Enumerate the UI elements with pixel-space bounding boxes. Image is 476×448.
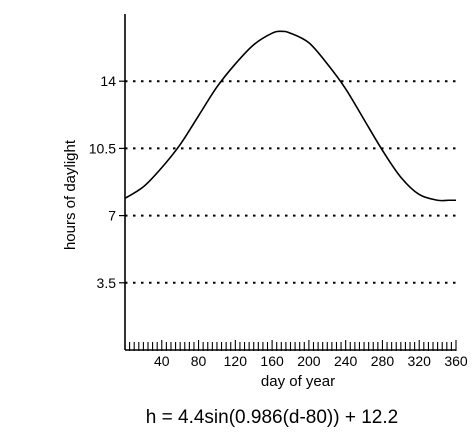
x-tick-label: 240: [334, 353, 358, 369]
x-ticks: 40 80 120 160 200 240 280 320 360: [129, 340, 468, 369]
curve: [124, 30, 456, 202]
y-tick-label: 7: [108, 208, 116, 224]
x-tick-label: 200: [297, 353, 321, 369]
daylight-curve-line: [124, 30, 456, 202]
y-tick-label: 3.5: [97, 275, 117, 291]
y-axis-title: hours of daylight: [62, 139, 79, 250]
y-tick-label: 14: [100, 73, 116, 89]
x-tick-label: 280: [371, 353, 395, 369]
x-tick-label: 360: [444, 353, 468, 369]
axes: [124, 14, 456, 351]
x-tick-label: 80: [191, 353, 207, 369]
x-tick-label: 160: [260, 353, 284, 369]
x-axis-title: day of year: [261, 373, 335, 390]
equation-caption: h = 4.4sin(0.986(d-80)) + 12.2: [146, 407, 398, 428]
x-tick-label: 120: [224, 353, 248, 369]
y-ticks: 3.5 7 10.5 14: [89, 73, 125, 291]
x-tick-label: 40: [154, 353, 170, 369]
x-tick-label: 320: [408, 353, 432, 369]
grid-lines: [125, 80, 456, 284]
y-tick-label: 10.5: [89, 140, 116, 156]
